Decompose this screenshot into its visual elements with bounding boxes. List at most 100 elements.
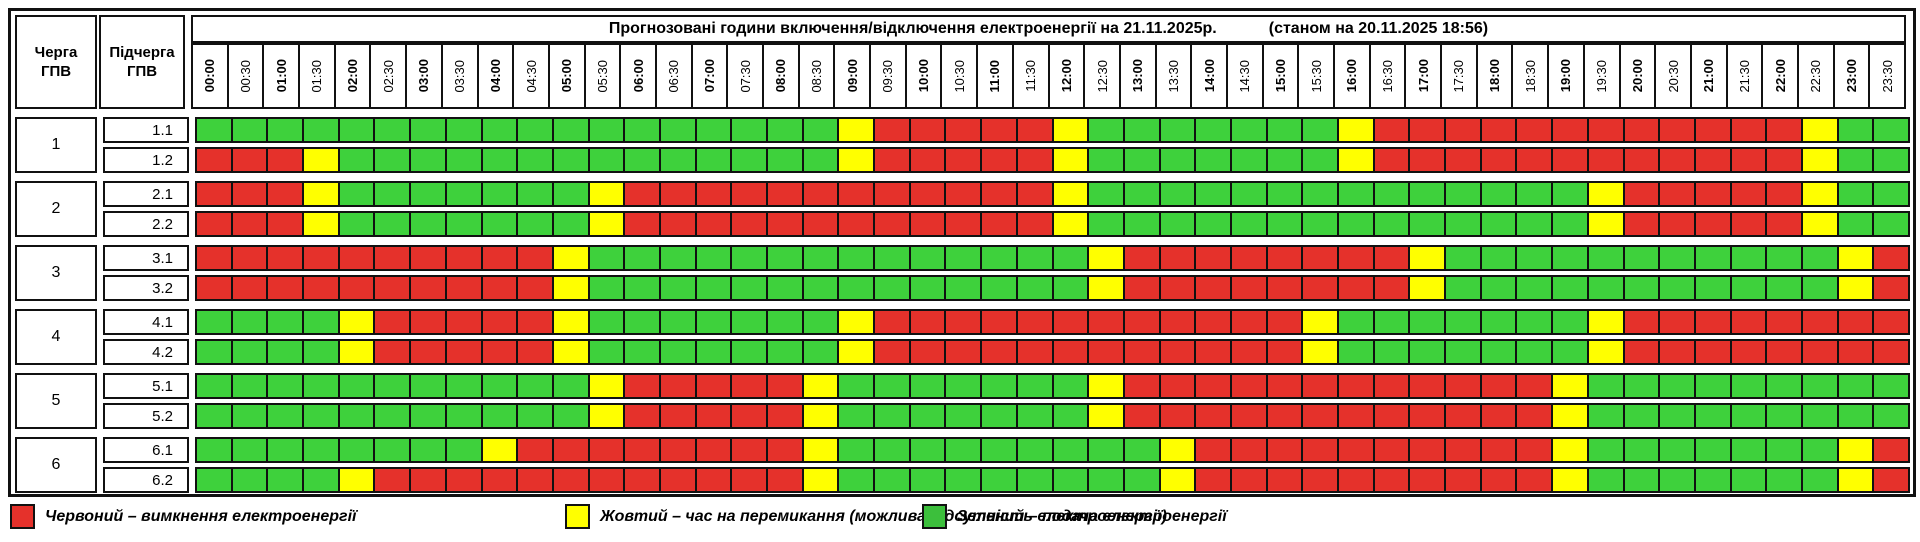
slot-4.1-02:00 [339,311,374,333]
slot-5.2-19:00 [1553,405,1587,427]
slot-4.1-10:00 [910,311,945,333]
schedule-row-3.1 [195,245,1910,271]
slot-2.1-17:00 [1410,183,1445,205]
slot-3.2-15:30 [1303,277,1337,299]
time-label-11:00: 11:00 [978,45,1012,107]
slot-5.1-20:30 [1660,375,1694,397]
slot-2.2-14:00 [1196,213,1230,235]
slot-2.1-02:30 [375,183,410,205]
slot-6.2-20:00 [1624,469,1659,491]
slot-3.1-04:00 [482,247,517,269]
slot-2.1-19:00 [1553,183,1587,205]
slot-6.1-17:30 [1446,439,1480,461]
slot-3.1-03:30 [446,247,481,269]
slot-6.2-06:30 [660,469,695,491]
slot-5.2-00:00 [197,405,231,427]
slot-1.2-17:30 [1446,149,1480,171]
subqueue-label-3.1: 3.1 [103,245,189,271]
slot-5.2-19:30 [1588,405,1623,427]
slot-1.1-10:30 [946,119,981,141]
subqueue-label-1.1: 1.1 [103,117,189,143]
slot-1.1-22:30 [1802,119,1837,141]
queue-group-4: 4 4.1 4.2 [15,309,1910,365]
slot-3.1-22:00 [1767,247,1801,269]
slot-3.1-10:00 [910,247,945,269]
slot-4.2-03:30 [446,341,481,363]
slot-5.2-04:00 [482,405,517,427]
slot-4.2-08:30 [803,341,838,363]
slot-3.2-17:30 [1446,277,1480,299]
queue-group-2: 2 2.1 2.2 [15,181,1910,237]
time-label-18:30: 18:30 [1513,45,1548,107]
slot-2.1-07:00 [696,183,731,205]
slot-5.2-03:00 [411,405,445,427]
slot-6.1-07:00 [696,439,731,461]
time-label-10:00: 10:00 [906,45,941,107]
slot-2.2-20:00 [1624,213,1659,235]
slot-1.2-23:00 [1838,149,1873,171]
schedule-row-4.2 [195,339,1910,365]
slot-5.1-10:00 [910,375,945,397]
queue-label-3: 3 [15,245,97,301]
schedule-row-5.1 [195,373,1910,399]
slot-1.1-15:00 [1267,119,1302,141]
slot-5.2-11:30 [1017,405,1052,427]
slot-1.1-11:30 [1017,119,1052,141]
slot-1.1-05:00 [553,119,588,141]
slot-1.1-23:00 [1838,119,1873,141]
slot-1.1-18:00 [1481,119,1516,141]
slot-1.2-17:00 [1410,149,1445,171]
slot-5.2-16:00 [1339,405,1373,427]
slot-1.2-20:30 [1660,149,1694,171]
slot-5.1-14:00 [1196,375,1230,397]
slot-2.1-03:30 [446,183,481,205]
slot-2.1-23:30 [1874,183,1908,205]
slot-3.2-07:00 [696,277,731,299]
slot-4.2-06:00 [625,341,659,363]
slot-4.2-19:30 [1588,341,1623,363]
time-label-16:00: 16:00 [1335,45,1369,107]
slot-3.1-21:00 [1695,247,1730,269]
slot-1.2-08:30 [803,149,838,171]
slot-1.1-01:30 [304,119,338,141]
slot-5.1-05:00 [553,375,588,397]
slot-1.1-20:30 [1660,119,1694,141]
slot-3.1-04:30 [518,247,552,269]
slot-5.2-01:00 [268,405,303,427]
slot-1.1-05:30 [589,119,624,141]
slot-6.1-06:00 [625,439,659,461]
slot-5.1-23:30 [1874,375,1908,397]
slot-4.2-16:30 [1374,341,1409,363]
slot-3.2-23:00 [1838,277,1873,299]
slot-4.2-11:00 [982,341,1016,363]
slot-2.2-22:30 [1802,213,1837,235]
slot-3.2-02:30 [375,277,410,299]
slot-3.2-14:30 [1231,277,1266,299]
slot-5.1-09:00 [839,375,874,397]
slot-5.1-19:00 [1553,375,1587,397]
schedule-rows [195,373,1910,429]
slot-1.2-13:30 [1160,149,1195,171]
slot-6.2-17:30 [1446,469,1480,491]
slot-5.2-08:00 [768,405,802,427]
slot-3.1-20:30 [1660,247,1694,269]
slot-4.2-01:30 [304,341,338,363]
time-label-01:00: 01:00 [264,45,299,107]
slot-5.1-18:30 [1517,375,1552,397]
slot-6.1-09:00 [839,439,874,461]
slot-5.2-13:30 [1160,405,1195,427]
slot-2.2-06:30 [660,213,695,235]
slot-1.2-14:30 [1231,149,1266,171]
slot-4.2-13:30 [1160,341,1195,363]
as-of-timestamp: (станом на 20.11.2025 18:56) [1268,20,1489,37]
slot-4.1-05:00 [553,311,588,333]
slot-2.2-05:00 [553,213,588,235]
slot-3.1-18:00 [1481,247,1516,269]
slot-3.2-08:00 [768,277,802,299]
slot-2.2-01:30 [304,213,338,235]
queue-group-6: 6 6.1 6.2 [15,437,1910,493]
slot-5.2-14:00 [1196,405,1230,427]
slot-4.1-18:00 [1481,311,1516,333]
slot-6.2-16:30 [1374,469,1409,491]
slot-3.1-20:00 [1624,247,1659,269]
